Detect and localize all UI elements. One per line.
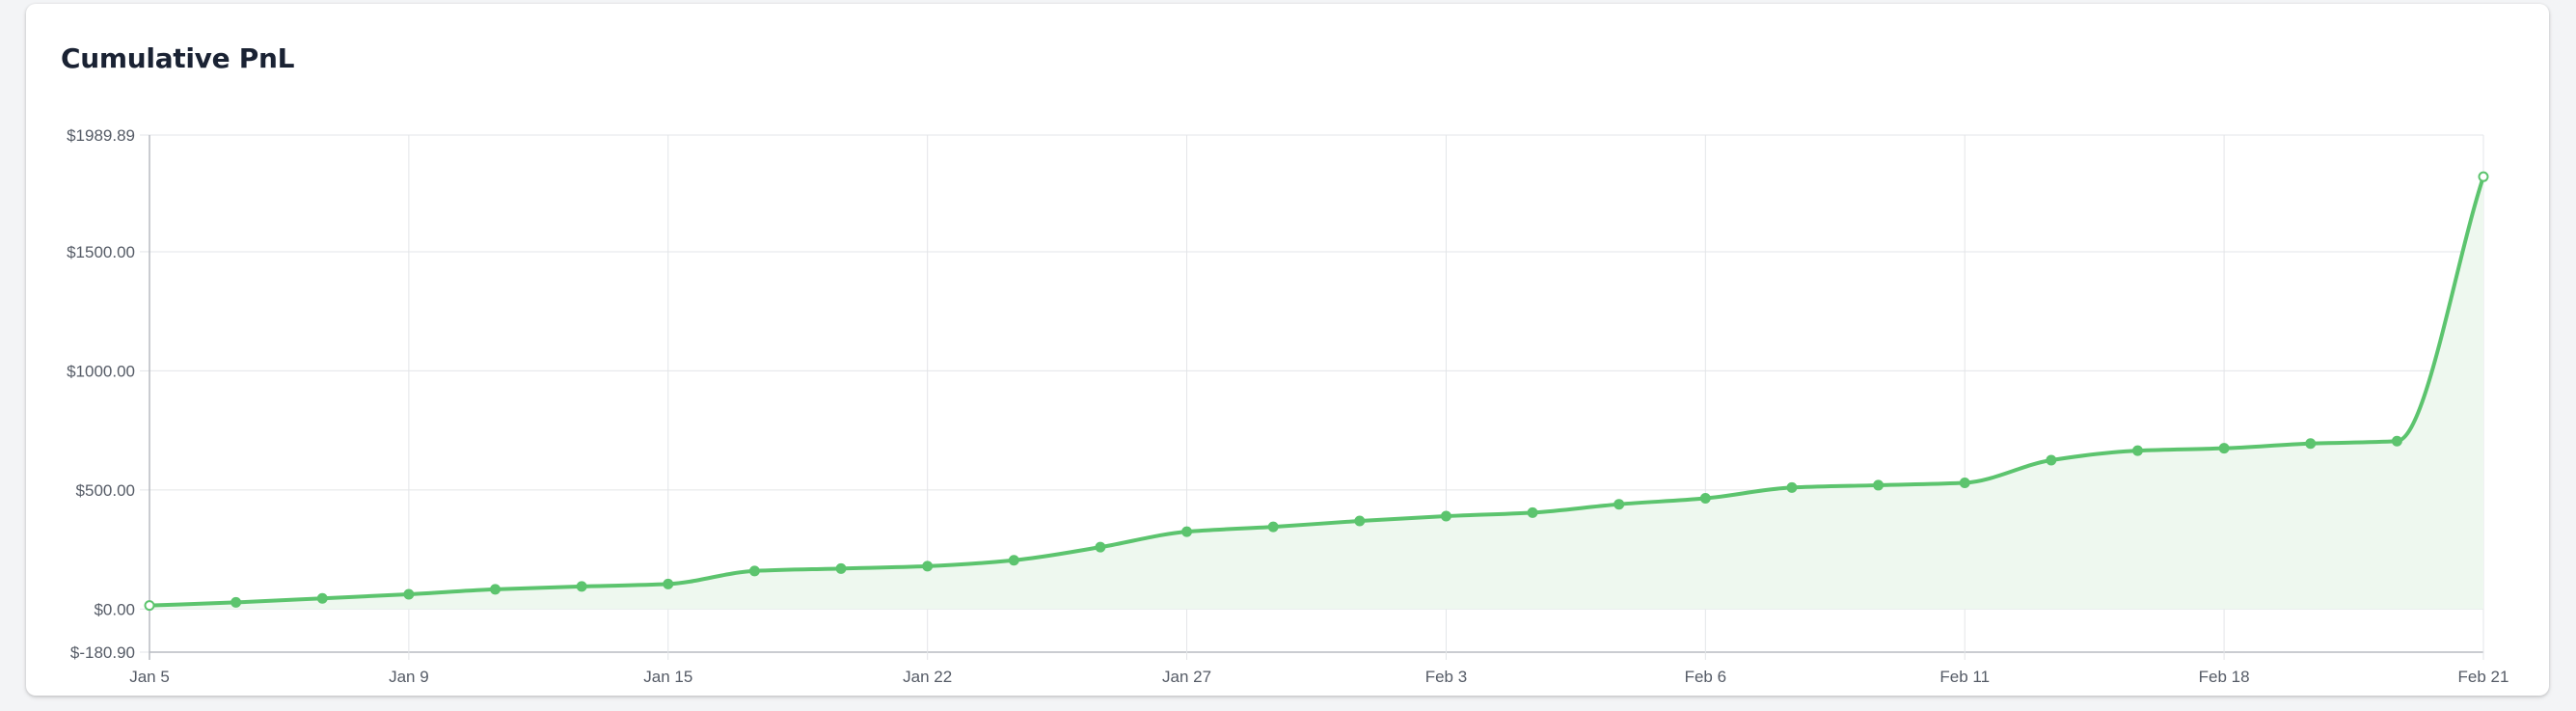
data-point[interactable] [2131,445,2143,456]
data-point[interactable] [1267,521,1279,533]
x-axis-ticks: Jan 5 Jan 9 Jan 15 Jan 22 Jan 27 Feb 3 Feb 6 Fe… [129,668,2508,686]
x-tick-label: Feb 18 [2199,668,2250,686]
data-point[interactable] [1786,481,1798,493]
data-point[interactable] [2046,454,2057,466]
x-tick-label: Feb 6 [1685,668,1726,686]
x-tick-label: Jan 5 [129,668,170,686]
data-points [144,171,2489,612]
data-point[interactable] [1440,510,1451,522]
x-tick-label: Feb 11 [1939,668,1990,686]
data-point[interactable] [748,565,760,577]
x-tick-label: Jan 15 [643,668,692,686]
data-point[interactable] [576,581,587,592]
y-axis-ticks: $1989.89 $1500.00 $1000.00 $500.00 $0.00 $-18… [67,126,135,662]
y-tick-label: $1000.00 [67,362,135,380]
x-tick-label: Jan 22 [903,668,952,686]
x-tick-label: Jan 27 [1162,668,1211,686]
data-point[interactable] [1613,499,1625,510]
data-point[interactable] [403,588,415,600]
data-point[interactable] [835,562,847,574]
data-point[interactable] [2218,443,2230,454]
y-tick-label: $1989.89 [67,126,135,145]
data-point[interactable] [2478,171,2489,182]
data-point[interactable] [2305,438,2317,450]
data-point[interactable] [1095,541,1106,553]
data-point[interactable] [2391,435,2402,447]
data-point[interactable] [1959,477,1970,488]
y-tick-label: $0.00 [94,600,135,618]
card-title: Cumulative PnL [61,42,295,74]
y-tick-label: $1500.00 [67,243,135,261]
x-tick-label: Feb 21 [2458,668,2509,686]
pnl-area [149,177,2483,610]
data-point[interactable] [316,592,328,604]
data-point[interactable] [490,584,502,595]
data-point[interactable] [1699,493,1711,505]
data-point[interactable] [1008,555,1019,566]
data-point[interactable] [230,596,242,608]
data-point[interactable] [144,600,155,612]
y-tick-label: $-180.90 [70,643,135,662]
data-point[interactable] [663,578,674,589]
y-tick-label: $500.00 [76,481,135,500]
data-point[interactable] [1873,479,1885,491]
data-point[interactable] [1527,506,1538,518]
data-point[interactable] [1181,526,1193,537]
data-point[interactable] [922,561,934,572]
x-tick-label: Jan 9 [389,668,429,686]
data-point[interactable] [1354,515,1366,527]
x-tick-label: Feb 3 [1425,668,1467,686]
